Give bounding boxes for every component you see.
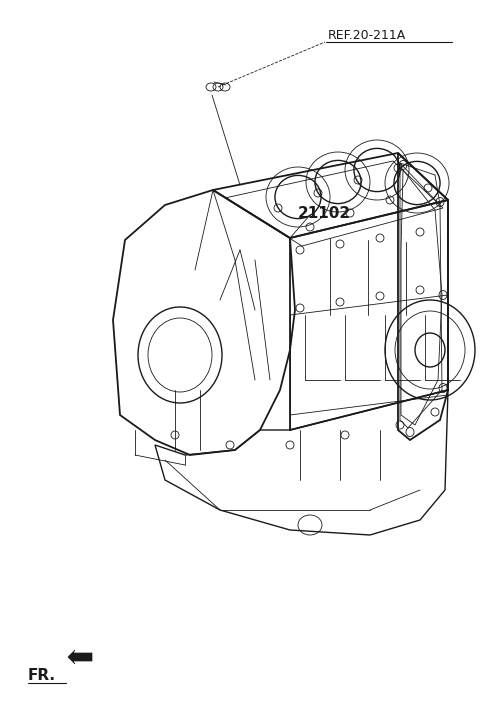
Polygon shape bbox=[68, 650, 92, 664]
Text: REF.20-211A: REF.20-211A bbox=[328, 29, 406, 42]
Text: FR.: FR. bbox=[28, 667, 56, 682]
Text: 21102: 21102 bbox=[298, 205, 351, 221]
